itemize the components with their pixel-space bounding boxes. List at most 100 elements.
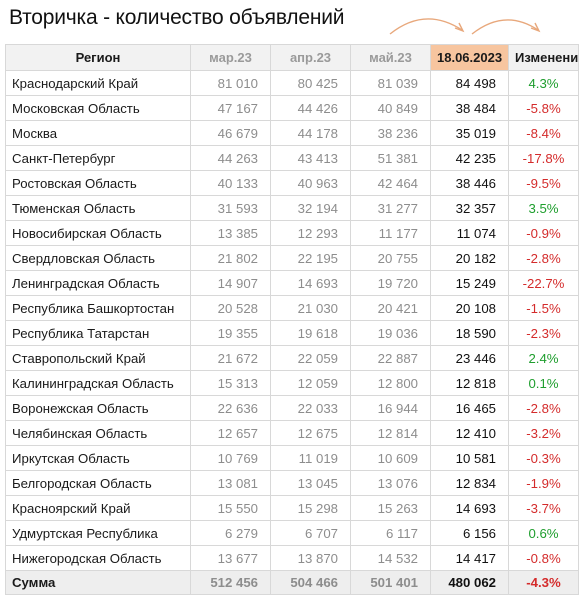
header-region[interactable]: Регион (5, 44, 191, 71)
row-current: 20 182 (430, 245, 509, 271)
row-current: 12 818 (430, 370, 509, 396)
row-region: Калининградская Область (5, 370, 191, 396)
arrow-curve-icon (471, 19, 539, 35)
row-month-1: 6 279 (190, 520, 271, 546)
table-row: Удмуртская Республика 6 279 6 707 6 117 6 15… (5, 520, 579, 546)
row-change: 2.4% (508, 345, 579, 371)
row-current: 15 249 (430, 270, 509, 296)
row-change: -8.4% (508, 120, 579, 146)
row-month-3: 38 236 (350, 120, 431, 146)
total-label: Сумма (5, 570, 191, 595)
row-current: 20 108 (430, 295, 509, 321)
row-change: -9.5% (508, 170, 579, 196)
row-current: 18 590 (430, 320, 509, 346)
trend-arrows (389, 18, 541, 35)
row-region: Республика Татарстан (5, 320, 191, 346)
row-change: -2.3% (508, 320, 579, 346)
row-month-1: 21 672 (190, 345, 271, 371)
row-month-1: 47 167 (190, 95, 271, 121)
row-change: 0.1% (508, 370, 579, 396)
row-month-1: 12 657 (190, 420, 271, 446)
row-current: 38 484 (430, 95, 509, 121)
total-month-1: 512 456 (190, 570, 271, 595)
row-region: Республика Башкортостан (5, 295, 191, 321)
total-month-2: 504 466 (270, 570, 351, 595)
page-title: Вторичка - количество объявлений (9, 6, 345, 29)
row-month-1: 21 802 (190, 245, 271, 271)
row-region: Воронежская Область (5, 395, 191, 421)
header-change[interactable]: Изменение (508, 44, 579, 71)
table-row: Ростовская Область 40 133 40 963 42 464 38 4… (5, 170, 579, 196)
row-month-3: 12 800 (350, 370, 431, 396)
row-region: Ростовская Область (5, 170, 191, 196)
row-month-3: 40 849 (350, 95, 431, 121)
row-month-2: 22 059 (270, 345, 351, 371)
row-region: Челябинская Область (5, 420, 191, 446)
row-month-3: 10 609 (350, 445, 431, 471)
row-month-2: 19 618 (270, 320, 351, 346)
row-change: -2.8% (508, 395, 579, 421)
row-region: Свердловская Область (5, 245, 191, 271)
header-month-3[interactable]: май.23 (350, 44, 431, 71)
row-month-2: 44 178 (270, 120, 351, 146)
row-month-1: 15 550 (190, 495, 271, 521)
row-month-3: 19 036 (350, 320, 431, 346)
row-region: Иркутская Область (5, 445, 191, 471)
row-month-2: 14 693 (270, 270, 351, 296)
arrow-head-icon (454, 22, 465, 33)
total-month-3: 501 401 (350, 570, 431, 595)
table-row: Республика Татарстан 19 355 19 618 19 036 18… (5, 320, 579, 346)
table-row: Красноярский Край 15 550 15 298 15 263 14 69… (5, 495, 579, 521)
row-month-2: 21 030 (270, 295, 351, 321)
row-region: Краснодарский Край (5, 70, 191, 96)
row-region: Московская Область (5, 95, 191, 121)
table-row: Калининградская Область 15 313 12 059 12 80… (5, 370, 579, 396)
row-month-2: 15 298 (270, 495, 351, 521)
row-current: 38 446 (430, 170, 509, 196)
header-month-1[interactable]: мар.23 (190, 44, 271, 71)
row-region: Новосибирская Область (5, 220, 191, 246)
header-month-2[interactable]: апр.23 (270, 44, 351, 71)
row-current: 32 357 (430, 195, 509, 221)
row-month-2: 13 045 (270, 470, 351, 496)
table-row: Краснодарский Край 81 010 80 425 81 039 84 4… (5, 70, 579, 96)
total-current: 480 062 (430, 570, 509, 595)
row-month-2: 22 033 (270, 395, 351, 421)
row-current: 16 465 (430, 395, 509, 421)
row-month-1: 19 355 (190, 320, 271, 346)
row-region: Белгородская Область (5, 470, 191, 496)
table-row: Челябинская Область 12 657 12 675 12 814 12 … (5, 420, 579, 446)
row-change: -0.3% (508, 445, 579, 471)
row-month-2: 6 707 (270, 520, 351, 546)
table-row: Москва 46 679 44 178 38 236 35 019 -8.4% (5, 120, 579, 146)
row-month-1: 44 263 (190, 145, 271, 171)
row-month-3: 6 117 (350, 520, 431, 546)
header-current-date[interactable]: 18.06.2023 (430, 44, 509, 71)
arrow-head-icon (530, 22, 541, 33)
table-row: Санкт-Петербург 44 263 43 413 51 381 42 235-… (5, 145, 579, 171)
row-current: 6 156 (430, 520, 509, 546)
row-current: 84 498 (430, 70, 509, 96)
row-current: 12 834 (430, 470, 509, 496)
total-change: -4.3% (508, 570, 579, 595)
row-month-3: 81 039 (350, 70, 431, 96)
row-region: Красноярский Край (5, 495, 191, 521)
row-month-2: 43 413 (270, 145, 351, 171)
row-month-3: 13 076 (350, 470, 431, 496)
row-month-2: 12 293 (270, 220, 351, 246)
table-row: Воронежская Область 22 636 22 033 16 944 16 … (5, 395, 579, 421)
row-change: -17.8% (508, 145, 579, 171)
row-month-3: 51 381 (350, 145, 431, 171)
row-region: Тюменская Область (5, 195, 191, 221)
row-month-1: 22 636 (190, 395, 271, 421)
row-change: 0.6% (508, 520, 579, 546)
row-month-2: 11 019 (270, 445, 351, 471)
row-current: 10 581 (430, 445, 509, 471)
row-month-2: 40 963 (270, 170, 351, 196)
row-change: -0.9% (508, 220, 579, 246)
row-month-2: 80 425 (270, 70, 351, 96)
row-month-2: 12 675 (270, 420, 351, 446)
table-row: Тюменская Область 31 593 32 194 31 277 32 35… (5, 195, 579, 221)
row-month-1: 10 769 (190, 445, 271, 471)
row-month-1: 40 133 (190, 170, 271, 196)
